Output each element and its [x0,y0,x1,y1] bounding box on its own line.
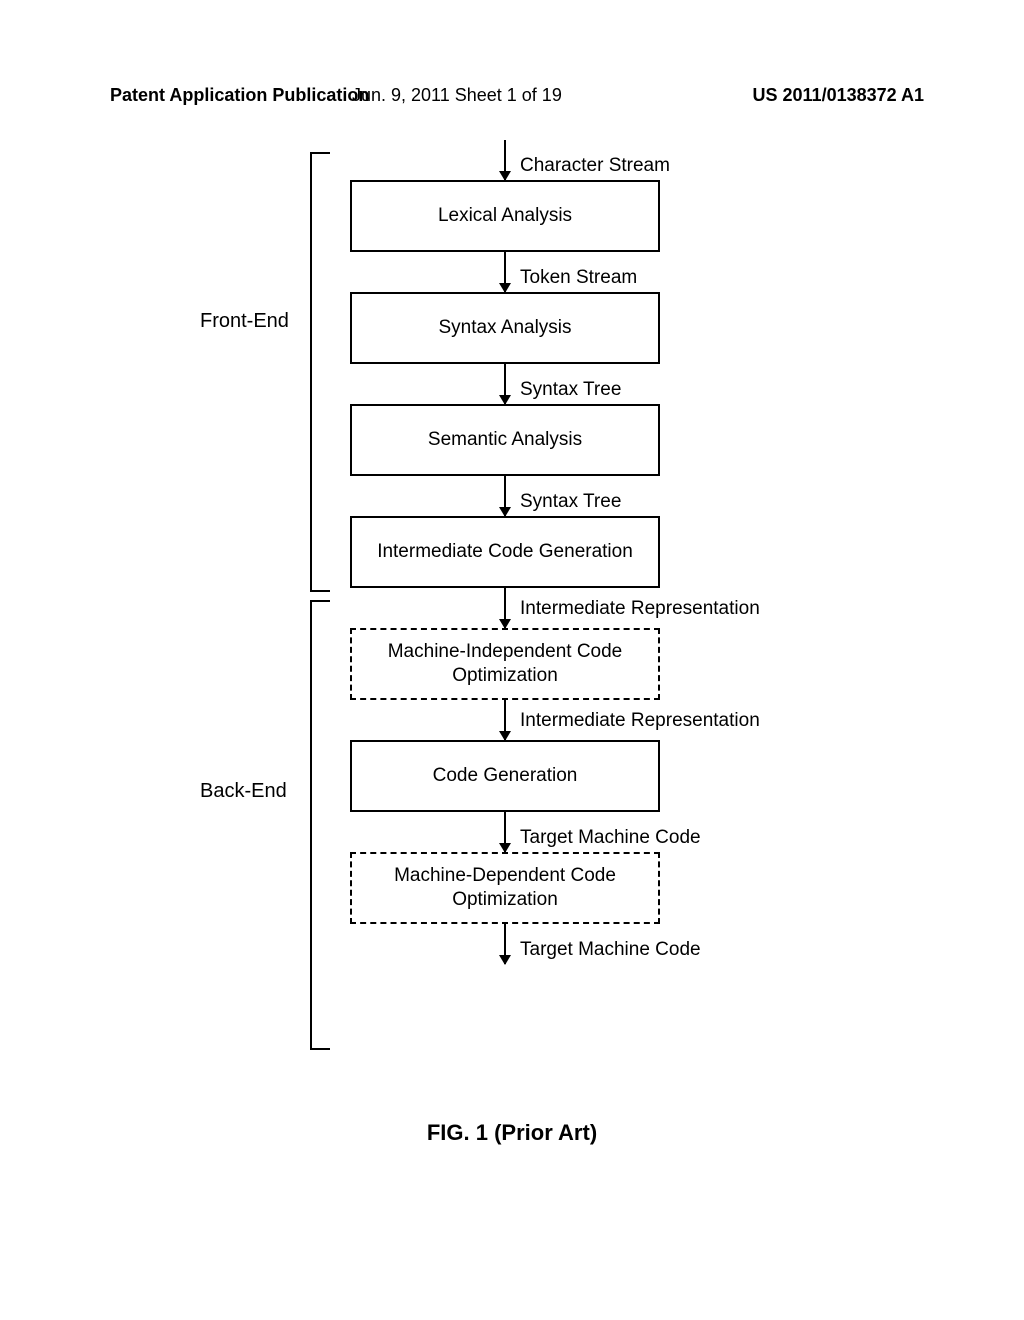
flow-arrow-label-6: Syntax Tree [520,491,621,513]
flow-arrow-14 [504,924,506,964]
flow-box-3: Syntax Analysis [350,292,660,364]
flow-arrow-label-4: Syntax Tree [520,379,621,401]
flow-arrow-8 [504,588,506,628]
header-center: Jun. 9, 2011 Sheet 1 of 19 [352,85,562,106]
flow-arrow-label-0: Character Stream [520,155,670,177]
flow-arrow-10 [504,700,506,740]
flow-box-1: Lexical Analysis [350,180,660,252]
flow-arrow-label-8: Intermediate Representation [520,598,760,620]
flow-arrow-label-12: Target Machine Code [520,827,701,849]
flow-arrow-4 [504,364,506,404]
flow-box-11: Code Generation [350,740,660,812]
flow-box-9: Machine-Independent Code Optimization [350,628,660,700]
flow-arrow-0 [504,140,506,180]
header-left: Patent Application Publication [110,85,369,106]
flow-arrow-2 [504,252,506,292]
flow-arrow-label-2: Token Stream [520,267,637,289]
figure-caption: FIG. 1 (Prior Art) [0,1120,1024,1146]
back-end-label: Back-End [200,780,287,803]
flow-box-5: Semantic Analysis [350,404,660,476]
flow-arrow-label-14: Target Machine Code [520,939,701,961]
header-right: US 2011/0138372 A1 [753,85,924,106]
front-end-label: Front-End [200,310,289,333]
back-end-bracket [310,600,312,1050]
flow-box-7: Intermediate Code Generation [350,516,660,588]
front-end-bracket [310,152,312,592]
flow-arrow-12 [504,812,506,852]
flow-arrow-label-10: Intermediate Representation [520,710,760,732]
flow-box-13: Machine-Dependent Code Optimization [350,852,660,924]
flow-arrow-6 [504,476,506,516]
